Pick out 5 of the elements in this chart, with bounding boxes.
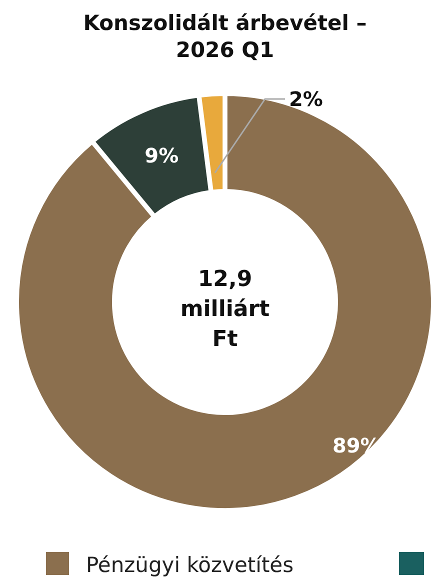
legend-label: Pénzügyi közvetítés bbox=[86, 553, 294, 577]
data-label: 9% bbox=[144, 144, 179, 168]
chart-title: Konszolidált árbevétel – 2026 Q1 bbox=[83, 11, 367, 62]
data-label: 2% bbox=[289, 87, 323, 111]
text: 12,9 milliárt Ft bbox=[180, 267, 270, 352]
